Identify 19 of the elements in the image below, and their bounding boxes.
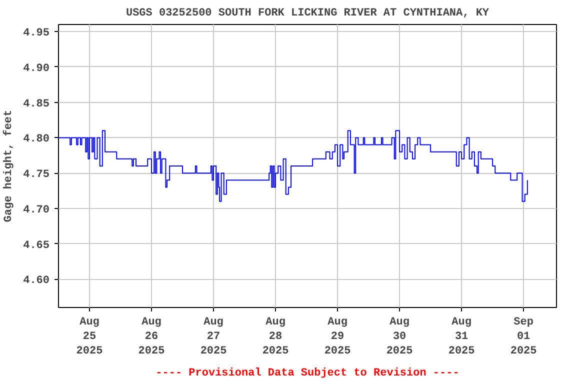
y-tick-label: 4.65 xyxy=(23,240,50,252)
chart-title: USGS 03252500 SOUTH FORK LICKING RIVER AT CYNTHIANA, KY xyxy=(126,8,490,20)
y-tick-label: 4.75 xyxy=(23,169,50,182)
x-tick-label: Aug 27 2025 xyxy=(200,316,228,358)
y-tick-label: 4.70 xyxy=(23,204,50,216)
y-tick-label: 4.60 xyxy=(23,275,50,288)
x-tick-label: Aug 28 2025 xyxy=(262,316,290,358)
y-tick-label: 4.85 xyxy=(23,98,50,110)
x-tick-label: Aug 30 2025 xyxy=(386,316,414,358)
text: ---- Provisional Data Subject to Revision ---- xyxy=(156,368,460,380)
x-tick-label: Sep 01 2025 xyxy=(510,316,538,358)
y-tick-label: 4.80 xyxy=(23,134,50,146)
x-tick-label: Aug 25 2025 xyxy=(76,316,104,358)
y-tick-label: 4.90 xyxy=(23,62,50,75)
y-axis-title: Gage height, feet xyxy=(2,110,16,222)
x-tick-label: Aug 31 2025 xyxy=(448,316,476,358)
x-tick-label: Aug 26 2025 xyxy=(138,316,166,358)
y-tick-label: 4.95 xyxy=(23,28,50,40)
x-tick-label: Aug 29 2025 xyxy=(324,316,352,358)
